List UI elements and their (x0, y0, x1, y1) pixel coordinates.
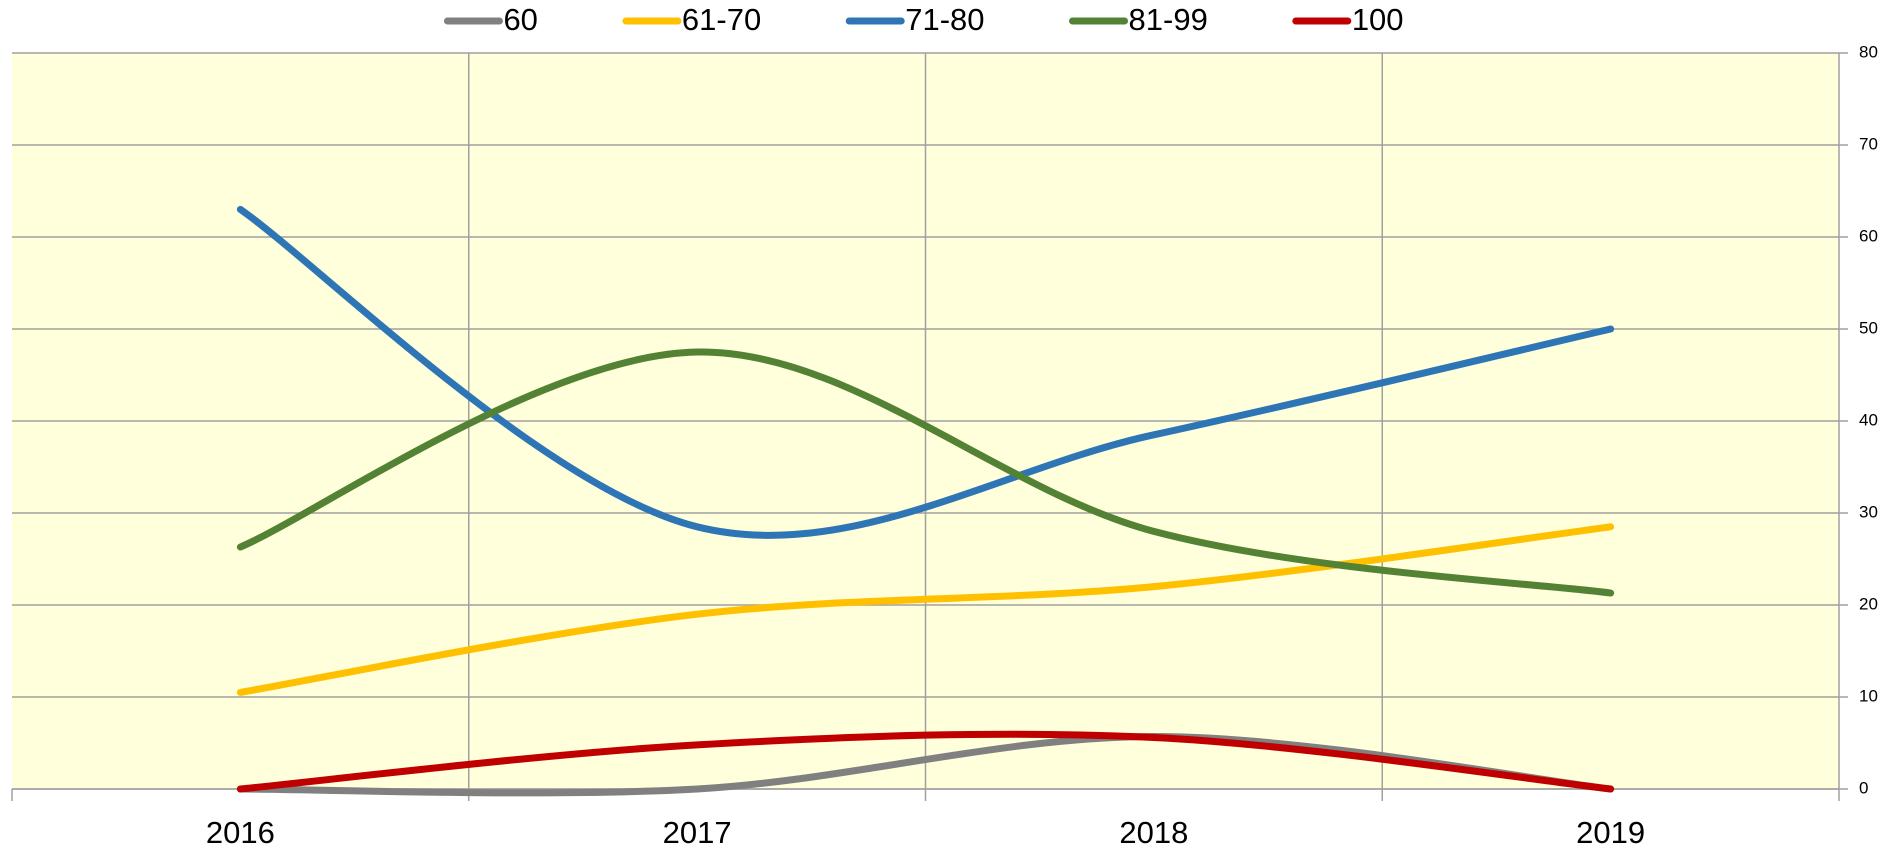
y-tick-label: 30 (1859, 502, 1878, 521)
x-tick-label: 2019 (1576, 815, 1645, 850)
y-tick-label: 50 (1859, 318, 1878, 337)
legend-item: 60 (443, 2, 538, 37)
series-line (236, 348, 1615, 597)
legend-label: 100 (1352, 2, 1404, 37)
y-tick-label: 0 (1859, 778, 1868, 797)
legend-item: 81-99 (1069, 2, 1208, 37)
legend-label: 60 (503, 2, 537, 37)
x-tick-label: 2018 (1119, 815, 1188, 850)
legend-label: 71-80 (905, 2, 984, 37)
series-line (236, 205, 1615, 539)
y-tick-label: 60 (1859, 226, 1878, 245)
legend-label: 81-99 (1129, 2, 1208, 37)
x-tick-label: 2016 (206, 815, 275, 850)
y-tick-label: 80 (1859, 42, 1878, 61)
legend-label: 61-70 (682, 2, 761, 37)
legend-item: 71-80 (845, 2, 985, 37)
legend-item: 100 (1292, 2, 1404, 37)
series-line (236, 730, 1615, 793)
y-tick-label: 40 (1859, 410, 1878, 429)
y-tick-label: 10 (1859, 686, 1878, 705)
legend: 60 61-70 71-80 81-99 100 (443, 2, 1404, 37)
x-tick-label: 2017 (663, 815, 732, 850)
y-tick-label: 70 (1859, 134, 1878, 153)
legend-item: 61-70 (622, 2, 761, 37)
y-tick-label: 20 (1859, 594, 1878, 613)
series-line (236, 523, 1615, 696)
